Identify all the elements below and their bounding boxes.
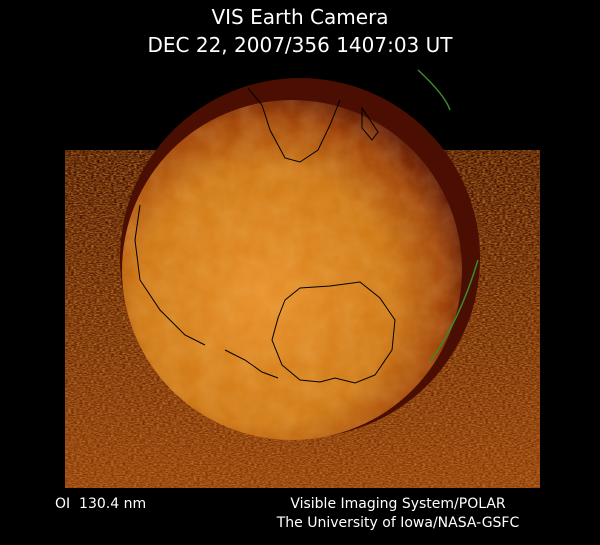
timestamp: DEC 22, 2007/356 1407:03 UT — [148, 33, 454, 57]
credit-line: Visible Imaging System/POLAR — [290, 496, 506, 512]
terminator-line — [429, 259, 479, 363]
wavelength: OI 130.4 nm — [55, 496, 146, 512]
credit-line: The University of Iowa/NASA-GSFC — [276, 515, 520, 531]
title: VIS Earth Camera — [211, 5, 388, 29]
coastlines — [134, 87, 396, 384]
globe-texture — [122, 100, 462, 440]
terminator-line — [417, 69, 451, 111]
